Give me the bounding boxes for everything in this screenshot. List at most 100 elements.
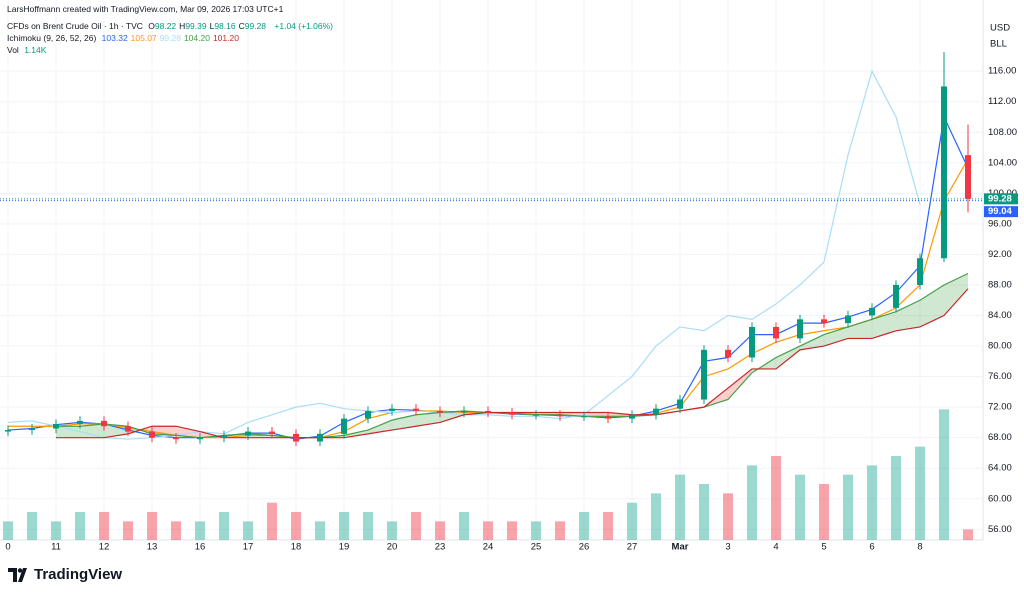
candle-body [461, 410, 467, 413]
y-tick-label: 108.00 [988, 127, 1017, 138]
volume-bar [387, 521, 397, 540]
ichimoku-legend: Ichimoku (9, 26, 52, 26) 103.32 105.07 99.… [7, 33, 245, 43]
candle-body [725, 349, 731, 358]
grid [0, 0, 983, 540]
candle-body [893, 284, 899, 308]
candle-body [101, 420, 107, 427]
volume-bar [819, 484, 829, 540]
volume-bar [243, 521, 253, 540]
candle-body [149, 431, 155, 438]
ichimoku-line [7, 69, 921, 440]
candle-body [653, 408, 659, 415]
ohlc-key: O [148, 21, 155, 31]
volume-bar [483, 521, 493, 540]
x-tick-label: 8 [917, 542, 922, 553]
candle-body [269, 431, 275, 434]
ohlc: O98.22 H99.39 L98.16 C99.28 [148, 21, 269, 31]
ohlc-key: H [179, 21, 186, 31]
volume-bar [747, 465, 757, 540]
candle-body [389, 408, 395, 411]
volume-bar [219, 512, 229, 540]
y-tick-label: 112.00 [988, 96, 1016, 107]
cloud-segment [776, 346, 800, 369]
volume-bar [267, 502, 277, 540]
candle-body [125, 426, 131, 432]
candle-body [581, 416, 587, 418]
x-tick-label: 25 [531, 542, 542, 553]
volume-bar [939, 409, 949, 540]
x-tick-label: 4 [773, 542, 778, 553]
volume-bar [75, 512, 85, 540]
x-tick-label: 19 [339, 542, 350, 553]
volume-bar [171, 521, 181, 540]
y-tick-label: 80.00 [988, 341, 1012, 352]
x-tick-label: 17 [243, 542, 254, 553]
cloud-segment [944, 273, 968, 316]
ohlc-value: 98.22 [154, 21, 177, 31]
x-tick-label: 16 [195, 542, 206, 553]
volume-bar [603, 512, 613, 540]
candle-body [965, 155, 971, 199]
price-label-box [984, 206, 1018, 218]
x-tick-label: 6 [869, 542, 874, 553]
volume-bar [723, 493, 733, 540]
volume-bar [627, 502, 637, 540]
y-tick-label: 68.00 [988, 432, 1012, 443]
candle-body [941, 86, 947, 259]
candle-body [221, 435, 227, 438]
volume-bar [795, 474, 805, 540]
cloud-segment [728, 368, 752, 400]
x-tick-label: 12 [99, 542, 110, 553]
logo-icon [8, 567, 27, 582]
y-tick-label: 92.00 [988, 249, 1012, 260]
price-label: 99.04 [988, 206, 1012, 217]
volume-bar [579, 512, 589, 540]
x-tick-label: Mar [672, 542, 689, 553]
ichimoku-value: 99.28 [159, 33, 181, 43]
cloud-segment [56, 426, 80, 438]
volume-bar [51, 521, 61, 540]
candle-body [293, 433, 299, 442]
ichimoku-value: 103.32 [101, 33, 128, 43]
candle-body [341, 418, 347, 434]
volume-bar [507, 521, 517, 540]
currency: USD [990, 23, 1010, 34]
candle-body [629, 414, 635, 419]
candle-body [797, 319, 803, 339]
candle-body [773, 326, 779, 339]
y-tick-label: 72.00 [988, 402, 1012, 413]
volume-bar [963, 529, 973, 540]
volume-bar [699, 484, 709, 540]
candle-body [365, 410, 371, 419]
candle-body [821, 319, 827, 324]
volume-bar [411, 512, 421, 540]
cloud-segment [920, 284, 944, 327]
candle-body [29, 428, 35, 431]
candle-body [557, 414, 563, 417]
volume-bar [195, 521, 205, 540]
y-tick-label: 116.00 [988, 66, 1016, 77]
change: +1.04 (+1.06%) [274, 21, 334, 31]
ohlc-value: 99.39 [185, 21, 207, 31]
candle-body [605, 416, 611, 419]
volume [3, 409, 973, 540]
x-tick-label: 24 [483, 542, 494, 553]
volume-bar [435, 521, 445, 540]
symbol: CFDs on Brent Crude Oil · 1h · TVC [7, 21, 143, 31]
axes: 56.00 60.00 64.00 68.00 72.00 76.00 80.00 84.00… [0, 66, 1018, 553]
candle-body [701, 349, 707, 400]
candles [5, 52, 971, 447]
logo-text: TradingView [34, 566, 123, 583]
volume-bar [3, 521, 13, 540]
candle-body [533, 414, 539, 416]
volume-bar [459, 512, 469, 540]
volume-bar [99, 512, 109, 540]
y-tick-label: 84.00 [988, 310, 1012, 321]
volume-bar [771, 456, 781, 540]
cloud-segment [872, 311, 896, 339]
volume-bar [363, 512, 373, 540]
x-tick-label: 20 [387, 542, 398, 553]
x-tick-label: 0 [5, 542, 10, 553]
